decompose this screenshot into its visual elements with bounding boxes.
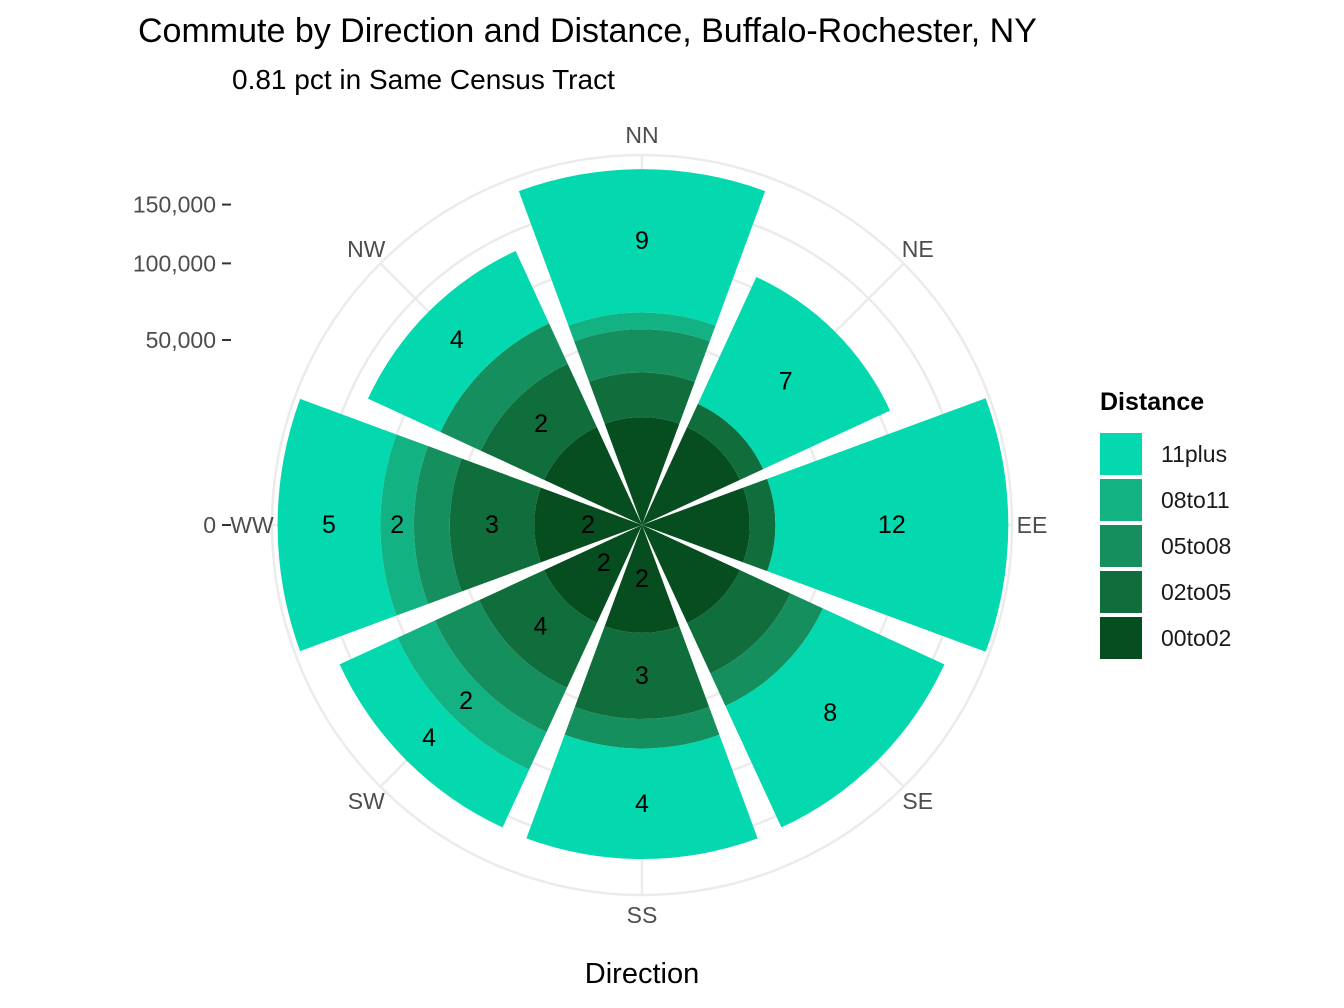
x-axis-title: Direction [584,958,700,990]
bar-ww-00to02 [534,487,642,563]
bar-nn-11plus [518,169,766,326]
bar-label-se-11plus: 8 [823,699,837,727]
bar-label-ww-08to11: 2 [390,511,404,539]
legend-item-02to05: 02to05 [1100,569,1231,615]
bar-ww-11plus [277,398,397,652]
bar-ee-00to02 [642,487,750,563]
bar-ne-02to05 [687,403,764,480]
legend-swatch [1100,433,1142,475]
bar-ss-00to02 [604,525,680,633]
legend-label: 11plus [1161,440,1228,467]
bar-label-nw-02to05: 2 [534,410,548,438]
bar-label-nw-11plus: 4 [450,326,464,354]
bar-sw-05to08 [434,600,567,733]
direction-label-ww: WW [230,512,274,538]
direction-label-sw: SW [348,788,385,814]
y-tick-label: 150,000 [133,192,216,218]
legend-label: 02to05 [1161,578,1232,605]
bar-label-sw-08to11: 2 [459,687,473,715]
direction-label-nn: NN [625,122,658,148]
legend-label: 00to02 [1161,624,1232,651]
y-tick-label: 100,000 [133,250,216,276]
chart-title: Commute by Direction and Distance, Buffa… [138,12,1037,50]
bar-ne-00to02 [642,427,740,525]
legend-items: 11plus 08to11 05to08 02to05 00to02 [1100,431,1231,661]
bar-nn-05to08 [574,329,710,382]
bar-label-sw-11plus: 4 [422,724,436,752]
bar-sw-00to02 [544,525,642,623]
bar-label-ww-11plus: 5 [322,511,336,539]
bars [277,169,1009,860]
bar-se-05to08 [710,593,823,706]
legend-item-11plus: 11plus [1100,431,1231,477]
bar-label-ss-11plus: 4 [635,790,649,818]
legend-label: 08to11 [1161,486,1230,513]
legend: Distance 11plus 08to11 05to08 02to05 00to02 [1100,388,1231,661]
bar-nn-08to11 [568,312,716,342]
bar-sw-11plus [339,637,530,828]
bar-ww-05to08 [413,446,462,604]
direction-label-ee: EE [1017,512,1048,538]
bar-ss-11plus [526,734,758,860]
bar-nw-00to02 [544,427,642,525]
y-tick-label: 50,000 [146,327,216,353]
bar-ww-08to11 [380,434,429,616]
chart-subtitle: 0.81 pct in Same Census Tract [232,64,615,95]
bar-label-ss-00to02: 2 [635,565,649,593]
legend-swatch [1100,571,1142,613]
direction-label-ne: NE [902,236,934,262]
bar-label-ss-02to05: 3 [635,662,649,690]
bar-se-11plus [725,608,945,828]
bar-ee-02to05 [743,478,776,572]
legend-swatch [1100,479,1142,521]
bar-ww-02to05 [449,458,541,592]
legend-swatch [1100,525,1142,567]
bar-label-ww-00to02: 2 [581,511,595,539]
bar-nn-00to02 [604,417,680,525]
bar-ss-02to05 [574,626,710,720]
bar-label-sw-00to02: 2 [597,549,611,577]
direction-label-ss: SS [627,902,658,928]
legend-label: 05to08 [1161,532,1232,559]
bar-ne-11plus [697,276,891,470]
legend-swatch [1100,617,1142,659]
bar-nn-02to05 [589,372,695,424]
bar-label-sw-02to05: 4 [533,613,547,641]
bar-se-02to05 [687,570,791,674]
bar-nw-02to05 [480,363,597,480]
bar-ee-11plus [767,398,1009,652]
legend-item-00to02: 00to02 [1100,615,1231,661]
direction-label-se: SE [902,788,933,814]
bar-nw-11plus [367,250,550,433]
bar-sw-08to11 [397,620,547,770]
axes: NN NE EE SE SS SW WW NW 0 50,000 100,000 150,000 [133,122,1047,928]
legend-title: Distance [1100,388,1205,416]
bar-nw-05to08 [440,323,568,451]
bar-label-nn-11plus: 9 [635,227,649,255]
legend-item-08to11: 08to11 [1100,477,1231,523]
direction-label-nw: NW [347,236,386,262]
bar-se-00to02 [642,525,740,623]
bar-sw-02to05 [479,570,597,688]
bar-ss-05to08 [564,707,720,749]
bar-label-ee-11plus: 12 [878,511,906,539]
y-tick-label: 0 [203,512,216,538]
bar-label-ww-02to05: 3 [485,511,499,539]
legend-item-05to08: 05to08 [1100,523,1231,569]
bar-label-ne-11plus: 7 [779,367,793,395]
